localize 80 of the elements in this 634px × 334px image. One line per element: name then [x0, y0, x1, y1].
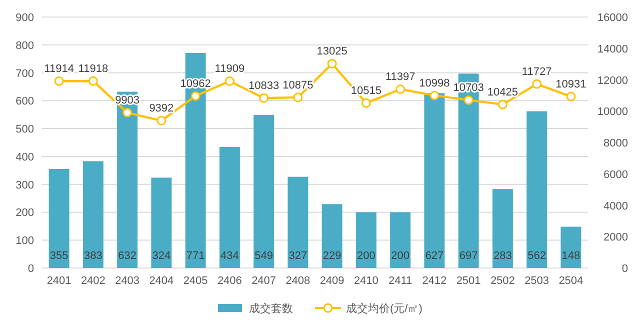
y-tick-label: 800 — [16, 40, 34, 52]
y2-tick-label: 14000 — [597, 43, 628, 56]
data-label: 13025 — [316, 46, 348, 58]
data-label: 549 — [254, 250, 273, 262]
y2-tick-label: 4000 — [604, 200, 628, 212]
y2-tick-label: 0 — [622, 263, 628, 275]
data-label: 11727 — [522, 66, 552, 78]
point — [464, 95, 474, 105]
point — [430, 90, 440, 100]
data-label: 229 — [322, 250, 342, 262]
data-label: 324 — [152, 250, 171, 262]
x-tick-label: 2504 — [558, 275, 584, 287]
point — [190, 91, 200, 101]
data-label: 10833 — [248, 80, 280, 92]
data-label: 11397 — [385, 71, 416, 84]
x-tick-label: 2401 — [46, 275, 72, 287]
point — [532, 79, 542, 89]
x-tick-label: 2404 — [149, 275, 174, 287]
y-tick-label: 400 — [16, 151, 34, 164]
x-tick-label: 2503 — [524, 275, 550, 287]
y2-tick-label: 16000 — [597, 12, 628, 24]
x-tick-label: 2409 — [320, 275, 344, 287]
data-label: 11918 — [78, 63, 108, 76]
x-tick-label: 2406 — [217, 275, 242, 287]
y2-tick-label: 10000 — [597, 106, 628, 118]
data-label: 9392 — [149, 102, 174, 115]
y2-tick-label: 8000 — [604, 138, 628, 150]
y2-tick-label: 2000 — [604, 232, 628, 244]
point — [224, 76, 234, 86]
y-tick-label: 200 — [16, 207, 34, 220]
data-label: 355 — [50, 250, 68, 262]
y-tick-label: 500 — [16, 124, 34, 136]
data-label: 283 — [494, 250, 512, 262]
point — [498, 100, 508, 110]
data-label: 11914 — [44, 63, 74, 76]
y-tick-label: 300 — [16, 179, 34, 192]
y-tick-label: 0 — [28, 263, 34, 275]
x-tick-label: 2407 — [252, 275, 276, 287]
data-label: 627 — [425, 250, 444, 262]
x-tick-label: 2502 — [490, 275, 515, 287]
y-tick-label: 700 — [16, 68, 34, 80]
data-label: 11909 — [214, 63, 245, 76]
x-tick-label: 2408 — [286, 275, 310, 287]
y-tick-label: 600 — [16, 96, 34, 108]
x-tick-label: 2403 — [115, 275, 140, 287]
y2-tick-label: 6000 — [604, 168, 628, 181]
point — [293, 92, 303, 102]
legend-label: 成交均价(元/㎡) — [346, 302, 422, 315]
y-tick-label: 900 — [16, 12, 34, 24]
x-tick-label: 2402 — [80, 275, 106, 287]
point — [327, 58, 337, 68]
y2-tick-label: 12000 — [597, 74, 628, 87]
data-label: 383 — [84, 250, 102, 262]
data-label: 632 — [118, 250, 136, 262]
data-label: 200 — [357, 250, 376, 262]
data-label: 562 — [528, 250, 546, 262]
data-label: 10931 — [556, 78, 586, 91]
data-label: 327 — [288, 250, 308, 262]
data-label: 434 — [220, 250, 239, 262]
point — [122, 108, 132, 118]
y-tick-label: 100 — [16, 235, 34, 248]
legend-label: 成交套数 — [249, 302, 293, 315]
point — [259, 93, 269, 103]
point — [54, 76, 64, 86]
x-tick-label: 2410 — [354, 275, 378, 287]
data-label: 10998 — [419, 77, 450, 90]
point — [361, 98, 371, 108]
data-label: 200 — [391, 250, 410, 262]
data-label: 771 — [186, 250, 205, 262]
point — [156, 116, 166, 126]
point — [566, 92, 576, 102]
data-label: 697 — [459, 250, 478, 262]
x-tick-label: 2501 — [456, 275, 481, 287]
point — [396, 84, 406, 94]
x-tick-label: 2412 — [422, 275, 447, 287]
data-label: 10425 — [487, 86, 518, 98]
data-label: 148 — [562, 250, 580, 262]
point — [88, 76, 98, 86]
x-tick-label: 2411 — [388, 275, 412, 287]
x-tick-label: 2405 — [183, 275, 208, 287]
